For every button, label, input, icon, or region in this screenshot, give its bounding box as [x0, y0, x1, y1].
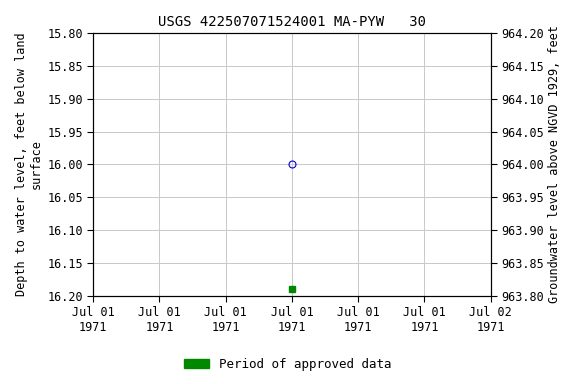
- Legend: Period of approved data: Period of approved data: [179, 353, 397, 376]
- Title: USGS 422507071524001 MA-PYW   30: USGS 422507071524001 MA-PYW 30: [158, 15, 426, 29]
- Y-axis label: Groundwater level above NGVD 1929, feet: Groundwater level above NGVD 1929, feet: [548, 26, 561, 303]
- Y-axis label: Depth to water level, feet below land
surface: Depth to water level, feet below land su…: [15, 33, 43, 296]
